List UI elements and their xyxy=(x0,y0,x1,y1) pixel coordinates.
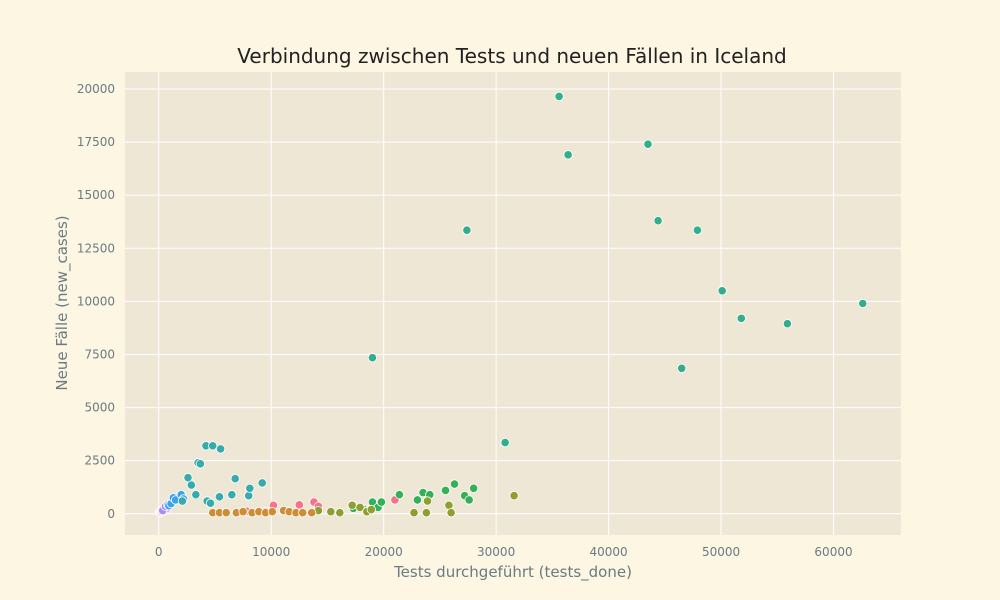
scatter-point xyxy=(367,353,378,363)
scatter-point xyxy=(421,508,432,518)
scatter-point xyxy=(257,478,267,488)
scatter-point xyxy=(335,508,345,518)
scatter-point xyxy=(230,474,240,484)
y-tick-labels: 0 2500 5000 7500 10000 12500 15000 17500 20000 xyxy=(77,82,115,521)
scatter-point xyxy=(412,495,423,505)
scatter-points xyxy=(154,91,868,518)
y-tick-label: 5000 xyxy=(84,401,115,415)
scatter-point xyxy=(244,491,254,501)
y-tick-label: 17500 xyxy=(77,135,115,149)
scatter-point xyxy=(554,91,564,102)
x-tick-label: 60000 xyxy=(814,545,852,559)
scatter-point xyxy=(186,480,196,490)
scatter-point xyxy=(294,500,304,510)
x-tick-label: 30000 xyxy=(477,545,515,559)
scatter-point xyxy=(347,500,357,510)
scatter-point xyxy=(717,286,727,296)
scatter-point xyxy=(326,507,336,517)
scatter-point xyxy=(440,485,451,495)
x-tick-label: 40000 xyxy=(590,545,628,559)
scatter-point xyxy=(205,498,216,508)
scatter-point xyxy=(782,319,793,329)
scatter-point xyxy=(462,225,472,235)
x-tick-label: 20000 xyxy=(365,545,403,559)
scatter-point xyxy=(692,225,703,235)
scatter-point xyxy=(376,497,387,507)
y-tick-label: 0 xyxy=(107,507,115,521)
chart-title: Verbindung zwischen Tests und neuen Fäll… xyxy=(237,44,786,68)
y-tick-label: 7500 xyxy=(84,347,115,361)
x-tick-label: 50000 xyxy=(702,545,740,559)
scatter-point xyxy=(409,508,419,518)
scatter-point xyxy=(469,483,479,493)
y-axis-label: Neue Fälle (new_cases) xyxy=(53,215,72,390)
scatter-point xyxy=(208,441,218,451)
scatter-point xyxy=(422,496,433,506)
scatter-point xyxy=(366,504,376,515)
y-tick-label: 10000 xyxy=(77,294,115,308)
scatter-point xyxy=(355,502,365,512)
scatter-point xyxy=(191,490,201,500)
scatter-point xyxy=(227,490,237,500)
scatter-point xyxy=(394,490,405,500)
x-axis-label: Tests durchgeführt (tests_done) xyxy=(393,563,632,582)
scatter-point xyxy=(214,492,225,502)
scatter-point xyxy=(215,444,226,454)
scatter-point xyxy=(177,496,187,506)
scatter-point xyxy=(238,507,248,517)
y-tick-label: 2500 xyxy=(84,454,115,468)
plot-area xyxy=(125,72,901,535)
scatter-point xyxy=(500,438,510,448)
y-tick-label: 15000 xyxy=(77,188,115,202)
x-tick-labels: 0 10000 20000 30000 40000 50000 60000 xyxy=(155,545,853,559)
x-tick-label: 10000 xyxy=(252,545,290,559)
scatter-point xyxy=(677,363,687,373)
grid-lines xyxy=(125,72,901,535)
scatter-point xyxy=(298,508,308,518)
scatter-point xyxy=(183,473,193,483)
scatter-point xyxy=(653,216,663,226)
scatter-point xyxy=(464,495,474,505)
scatter-point xyxy=(307,508,317,518)
scatter-point xyxy=(449,479,460,489)
scatter-point xyxy=(509,491,519,501)
y-tick-label: 12500 xyxy=(77,241,115,255)
scatter-point xyxy=(446,508,456,518)
scatter-point xyxy=(858,298,868,309)
scatter-point xyxy=(563,150,573,160)
scatter-point xyxy=(195,459,205,469)
scatter-point xyxy=(736,313,746,323)
scatter-point xyxy=(267,507,277,517)
x-tick-label: 0 xyxy=(155,545,163,559)
y-tick-label: 20000 xyxy=(77,82,115,96)
scatter-point xyxy=(221,508,231,518)
scatter-point xyxy=(643,139,653,149)
scatter-point xyxy=(245,483,255,493)
